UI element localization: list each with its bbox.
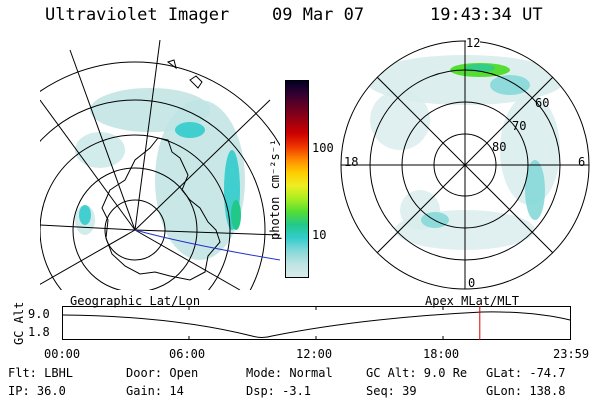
glon-info: GLon: 138.8 bbox=[486, 384, 566, 398]
time-tick-1800: 18:00 bbox=[423, 347, 460, 361]
time-label: 19:43:34 UT bbox=[430, 5, 543, 25]
mlt-label-12: 12 bbox=[466, 36, 481, 50]
geographic-map-label: Geographic Lat/Lon bbox=[70, 294, 201, 308]
glat-info: GLat: -74.7 bbox=[486, 366, 566, 380]
mlt-label-6: 6 bbox=[578, 155, 586, 169]
door-info: Door: Open bbox=[126, 366, 199, 380]
colorbar-tick-10: 10 bbox=[312, 228, 327, 242]
altitude-tick-9: 9.0 bbox=[28, 307, 50, 321]
altitude-tick-1-8: 1.8 bbox=[28, 325, 50, 339]
time-tick-1200: 12:00 bbox=[296, 347, 333, 361]
mlat-label-80: 80 bbox=[492, 140, 507, 154]
colorbar-unit-label: photon cm⁻²s⁻¹ bbox=[268, 138, 282, 240]
mlat-label-70: 70 bbox=[512, 119, 527, 133]
dsp-info: Dsp: -3.1 bbox=[246, 384, 312, 398]
time-tick-2359: 23:59 bbox=[553, 347, 590, 361]
seq-info: Seq: 39 bbox=[366, 384, 417, 398]
magnetic-meridian bbox=[134, 229, 280, 261]
gain-info: Gain: 14 bbox=[126, 384, 184, 398]
colorbar-tick-100: 100 bbox=[312, 141, 334, 155]
ip-info: IP: 36.0 bbox=[8, 384, 66, 398]
mlt-label-0: 0 bbox=[468, 276, 476, 290]
geographic-map bbox=[40, 40, 280, 290]
mode-info: Mode: Normal bbox=[246, 366, 333, 380]
apex-map-label: Apex MLat/MLT bbox=[425, 294, 519, 308]
time-tick-0600: 06:00 bbox=[169, 347, 206, 361]
mlt-label-18: 18 bbox=[344, 155, 359, 169]
time-tick-0000: 00:00 bbox=[44, 347, 81, 361]
auroral-emission-left bbox=[75, 88, 245, 260]
coastline bbox=[101, 137, 221, 281]
altitude-plot bbox=[62, 306, 571, 340]
filter-info: Flt: LBHL bbox=[8, 366, 74, 380]
altitude-axis-label: GC Alt bbox=[12, 301, 26, 345]
date-label: 09 Mar 07 bbox=[272, 5, 365, 25]
instrument-title: Ultraviolet Imager bbox=[45, 5, 230, 25]
mlat-label-60: 60 bbox=[535, 96, 550, 110]
mlat-mlt-polar-plot bbox=[340, 40, 590, 290]
color-bar bbox=[285, 80, 309, 278]
altitude-curve bbox=[62, 311, 571, 338]
gc-alt-info: GC Alt: 9.0 Re bbox=[366, 366, 468, 380]
